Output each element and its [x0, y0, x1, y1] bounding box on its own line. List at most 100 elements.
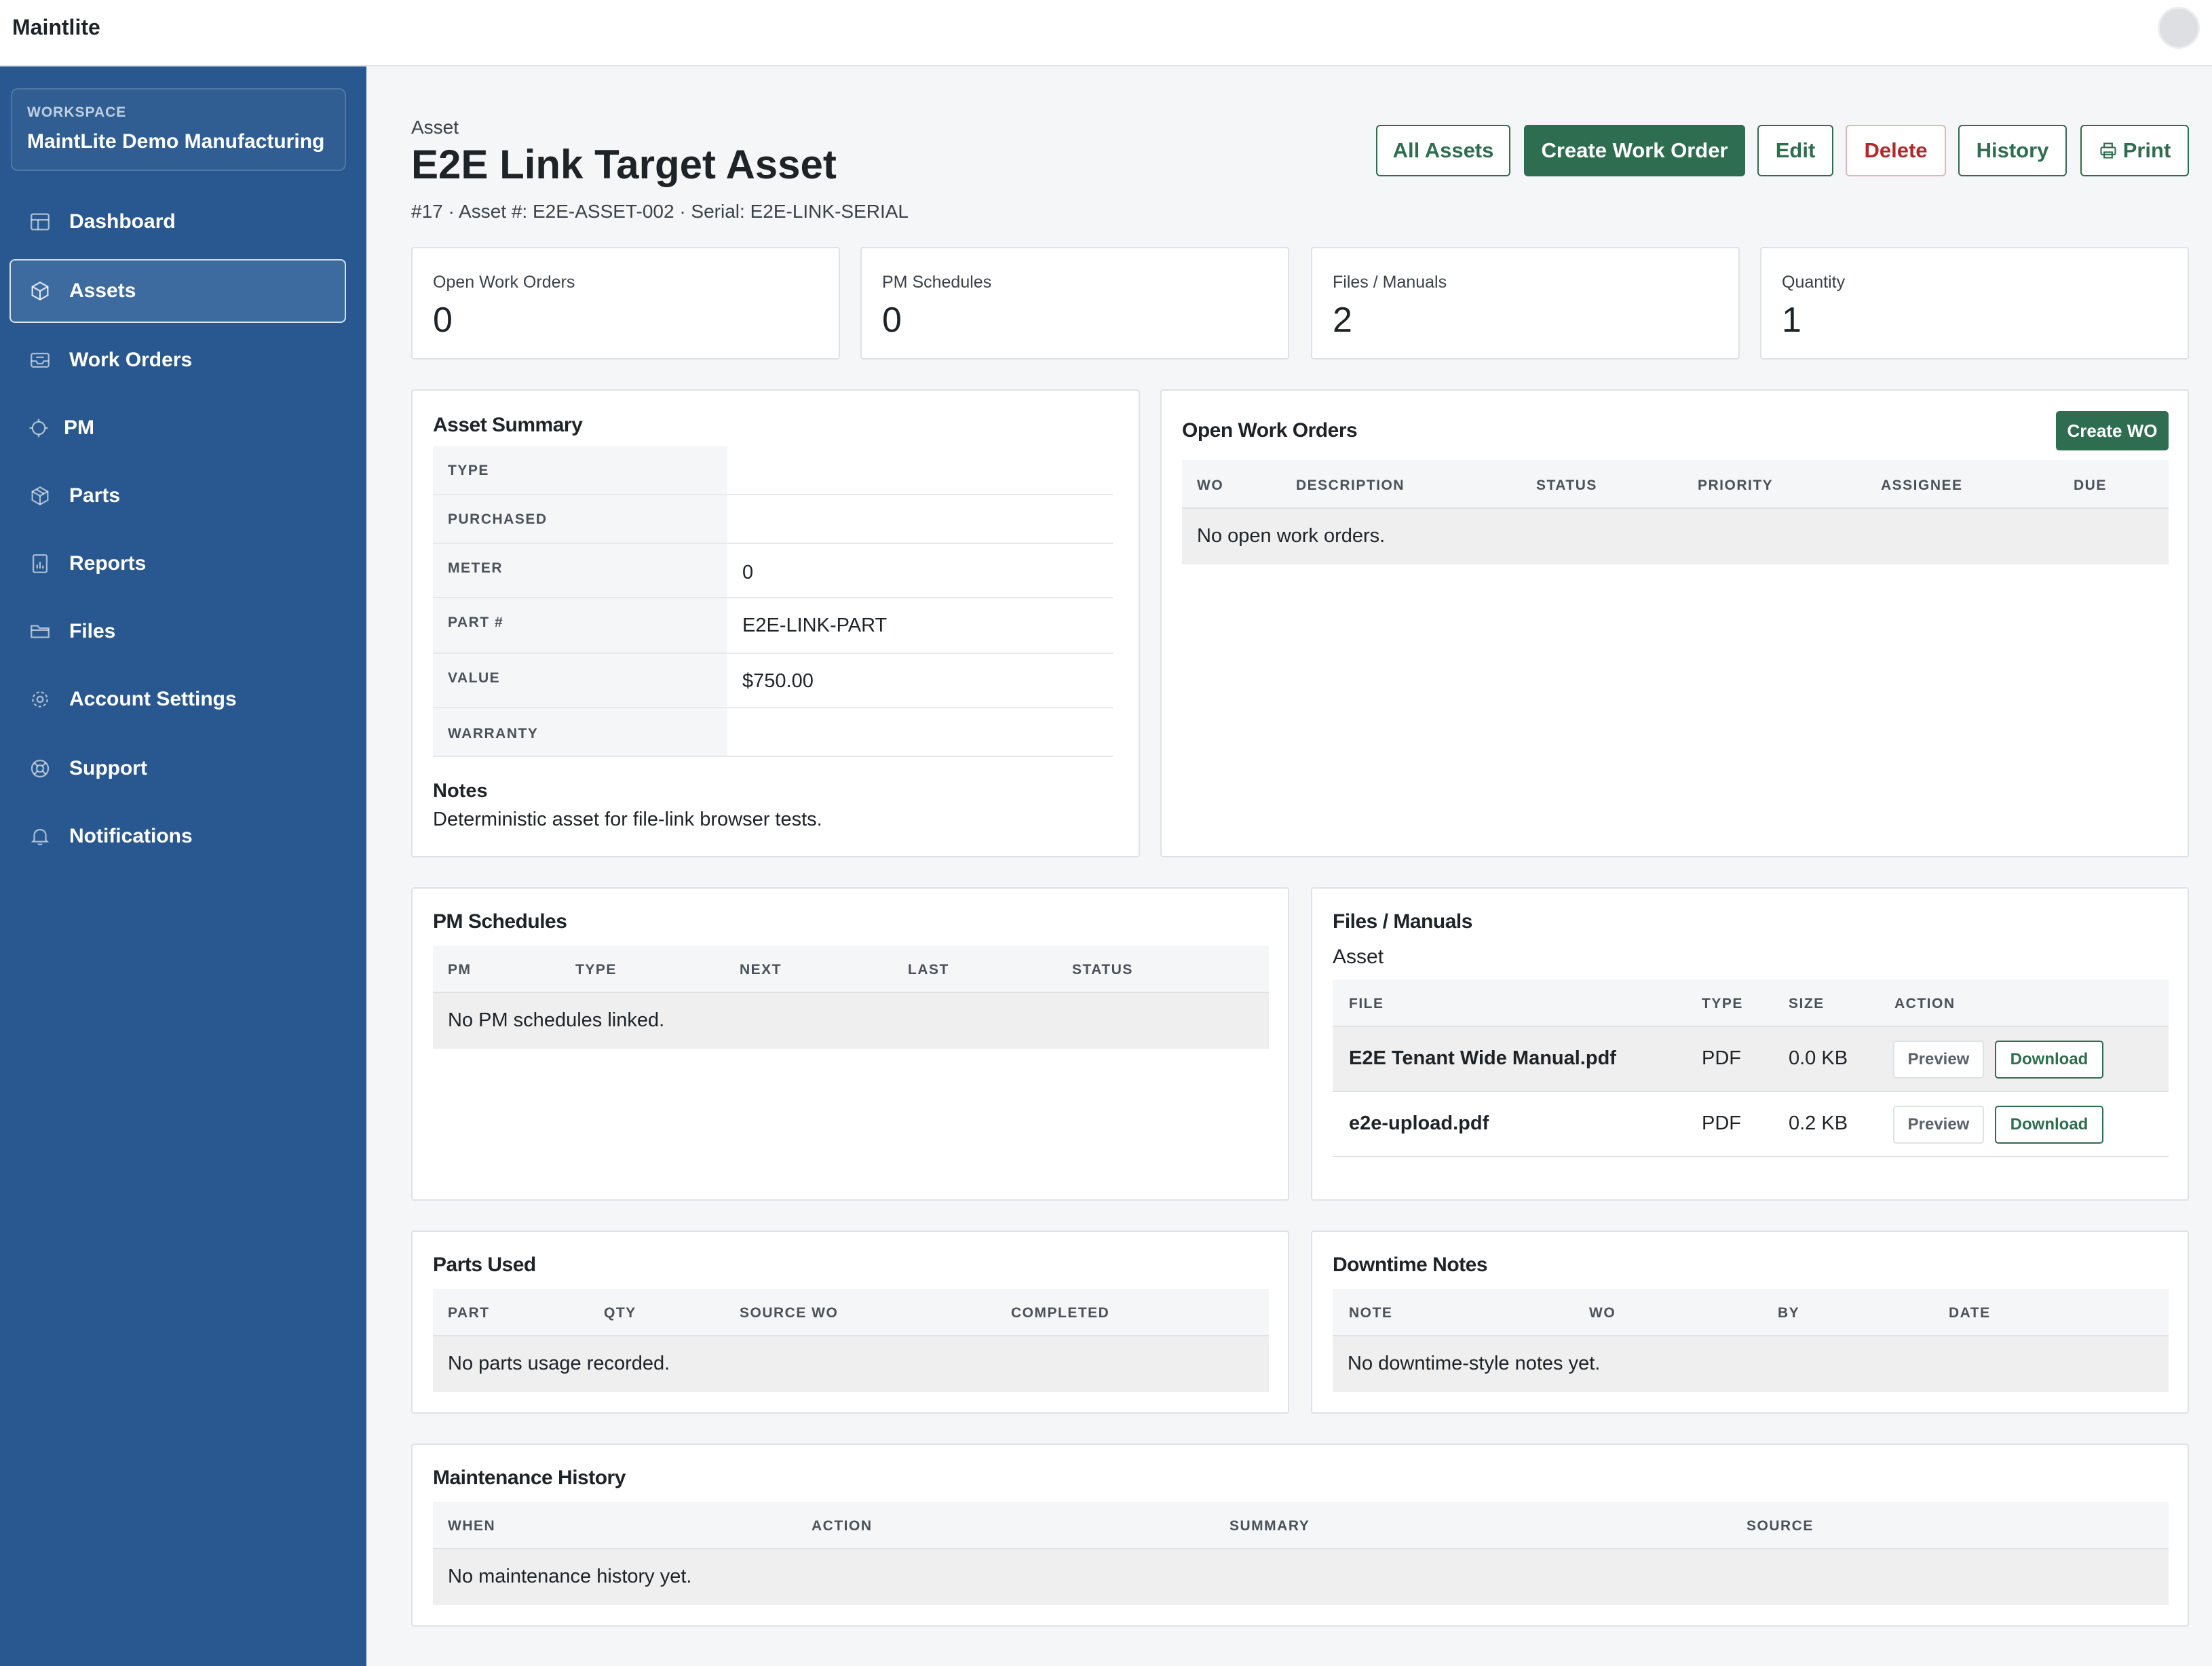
file-size: 0.0 KB	[1789, 1047, 1848, 1069]
empty-state-row: No PM schedules linked.	[433, 993, 1269, 1049]
sidebar-item-account-settings[interactable]: Account Settings	[9, 667, 346, 731]
file-name[interactable]: E2E Tenant Wide Manual.pdf	[1349, 1047, 1616, 1069]
column-header-summary[interactable]: SUMMARY	[1229, 1518, 1310, 1534]
sidebar-item-label: Work Orders	[69, 349, 193, 371]
empty-state-row: No downtime-style notes yet.	[1333, 1336, 2169, 1392]
column-header-type[interactable]: TYPE	[575, 962, 617, 977]
stat-value: 0	[433, 301, 453, 340]
column-header-when[interactable]: WHEN	[448, 1518, 496, 1534]
table-header	[433, 946, 1269, 993]
sidebar-item-label: Files	[69, 620, 116, 642]
summary-value-part-number: E2E-LINK-PART	[727, 598, 1113, 654]
column-header-last[interactable]: LAST	[908, 962, 949, 977]
column-header-status[interactable]: STATUS	[1536, 478, 1597, 493]
sidebar-item-assets[interactable]: Assets	[9, 259, 346, 323]
column-header-wo[interactable]: WO	[1589, 1305, 1616, 1321]
column-header-source-wo[interactable]: SOURCE WO	[740, 1305, 839, 1321]
summary-value-purchased	[727, 495, 1113, 544]
column-header-due[interactable]: DUE	[2074, 478, 2107, 493]
card-title: Maintenance History	[433, 1467, 626, 1489]
column-header-priority[interactable]: PRIORITY	[1698, 478, 1774, 493]
summary-key-part-number: PART #	[433, 598, 727, 654]
workspace-label: WORKSPACE	[27, 104, 127, 120]
edit-button[interactable]: Edit	[1757, 125, 1833, 176]
table-header	[1333, 1289, 2169, 1336]
avatar[interactable]	[2158, 7, 2200, 49]
stat-label: PM Schedules	[882, 273, 992, 292]
summary-value-warranty	[727, 708, 1113, 757]
column-header-date[interactable]: DATE	[1949, 1305, 1991, 1321]
folder-icon	[28, 620, 52, 643]
history-button[interactable]: History	[1958, 125, 2067, 176]
create-work-order-button[interactable]: Create Work Order	[1524, 125, 1745, 176]
stat-card-files-manuals: Files / Manuals 2	[1311, 247, 1740, 360]
column-header-size[interactable]: SIZE	[1789, 996, 1825, 1011]
sidebar-item-support[interactable]: Support	[9, 737, 346, 800]
top-bar: Maintlite	[0, 0, 2212, 66]
preview-button[interactable]: Preview	[1893, 1106, 1984, 1144]
files-subtitle: Asset	[1333, 946, 1384, 968]
sidebar-item-label: Account Settings	[69, 688, 237, 710]
notes-text: Deterministic asset for file-link browse…	[433, 809, 822, 830]
column-header-pm[interactable]: PM	[448, 962, 472, 977]
column-header-wo[interactable]: WO	[1197, 478, 1224, 493]
maintenance-history-card: Maintenance History WHEN ACTION SUMMARY …	[411, 1444, 2189, 1627]
delete-button[interactable]: Delete	[1846, 125, 1946, 176]
column-header-type[interactable]: TYPE	[1702, 996, 1743, 1011]
card-title: PM Schedules	[433, 910, 567, 933]
app-brand[interactable]: Maintlite	[12, 15, 100, 39]
summary-value-type	[727, 446, 1113, 495]
sidebar-item-dashboard[interactable]: Dashboard	[9, 190, 346, 254]
open-work-orders-card: Open Work Orders Create WO WO DESCRIPTIO…	[1160, 389, 2189, 857]
sidebar-item-work-orders[interactable]: Work Orders	[9, 328, 346, 392]
workspace-switcher[interactable]: WORKSPACE MaintLite Demo Manufacturing	[11, 88, 346, 171]
column-header-part[interactable]: PART	[448, 1305, 490, 1321]
cube-icon	[28, 279, 52, 303]
sidebar-item-label: Reports	[69, 552, 147, 575]
stat-label: Open Work Orders	[433, 273, 575, 292]
download-button[interactable]: Download	[1995, 1106, 2103, 1144]
sidebar-item-reports[interactable]: Reports	[9, 532, 346, 596]
breadcrumb: Asset	[411, 117, 459, 138]
column-header-action[interactable]: ACTION	[812, 1518, 873, 1534]
column-header-by[interactable]: BY	[1778, 1305, 1800, 1321]
stat-value: 2	[1333, 301, 1352, 340]
bell-icon	[28, 825, 52, 848]
stat-value: 1	[1782, 301, 1801, 340]
preview-button[interactable]: Preview	[1893, 1041, 1984, 1079]
stat-card-open-work-orders: Open Work Orders 0	[411, 247, 840, 360]
column-header-status[interactable]: STATUS	[1072, 962, 1133, 977]
column-header-action[interactable]: ACTION	[1894, 996, 1956, 1011]
download-button[interactable]: Download	[1995, 1041, 2103, 1079]
lifebuoy-icon	[28, 757, 52, 780]
sidebar-item-notifications[interactable]: Notifications	[9, 805, 346, 868]
column-header-note[interactable]: NOTE	[1349, 1305, 1393, 1321]
files-manuals-card: Files / Manuals Asset FILE TYPE SIZE ACT…	[1311, 887, 2189, 1201]
empty-state-row: No open work orders.	[1182, 509, 2169, 564]
summary-key-value: VALUE	[433, 654, 727, 708]
print-button[interactable]: Print	[2080, 125, 2189, 176]
sidebar-item-parts[interactable]: Parts	[9, 464, 346, 528]
card-title: Downtime Notes	[1333, 1254, 1488, 1276]
table-header	[433, 1289, 1269, 1336]
sidebar-item-files[interactable]: Files	[9, 600, 346, 663]
stat-card-quantity: Quantity 1	[1760, 247, 2189, 360]
column-header-source[interactable]: SOURCE	[1747, 1518, 1814, 1534]
column-header-description[interactable]: DESCRIPTION	[1296, 478, 1405, 493]
stat-label: Files / Manuals	[1333, 273, 1447, 292]
column-header-next[interactable]: NEXT	[740, 962, 782, 977]
file-size: 0.2 KB	[1789, 1112, 1848, 1134]
gear-icon	[28, 688, 52, 711]
sidebar-item-pm[interactable]: PM	[9, 396, 346, 460]
dashboard-icon	[28, 210, 52, 233]
column-header-assignee[interactable]: ASSIGNEE	[1881, 478, 1963, 493]
file-name[interactable]: e2e-upload.pdf	[1349, 1112, 1489, 1134]
column-header-qty[interactable]: QTY	[604, 1305, 636, 1321]
column-header-file[interactable]: FILE	[1349, 996, 1384, 1011]
sidebar-item-label: PM	[64, 416, 94, 439]
file-type: PDF	[1702, 1047, 1741, 1069]
inbox-icon	[28, 349, 52, 372]
column-header-completed[interactable]: COMPLETED	[1011, 1305, 1110, 1321]
all-assets-button[interactable]: All Assets	[1376, 125, 1510, 176]
create-wo-button[interactable]: Create WO	[2056, 411, 2169, 450]
